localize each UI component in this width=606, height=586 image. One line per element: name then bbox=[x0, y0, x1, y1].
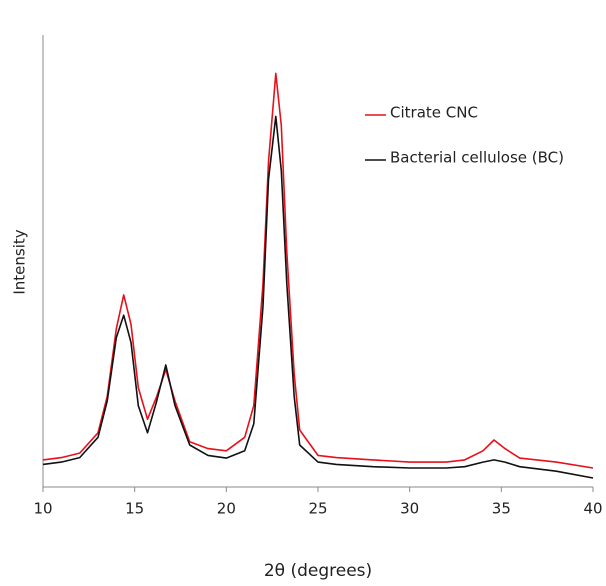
legend-label: Citrate CNC bbox=[390, 104, 478, 122]
x-tick-label: 35 bbox=[492, 500, 511, 518]
x-tick-label: 25 bbox=[308, 500, 327, 518]
series-line bbox=[42, 115, 594, 479]
x-tick-label: 40 bbox=[583, 500, 602, 518]
legend-label: Bacterial cellulose (BC) bbox=[390, 149, 564, 167]
series-line bbox=[42, 72, 594, 469]
x-tick-label: 15 bbox=[125, 500, 144, 518]
x-tick-label: 30 bbox=[400, 500, 419, 518]
x-axis-label: 2θ (degrees) bbox=[264, 561, 372, 581]
x-tick-label: 10 bbox=[33, 500, 52, 518]
x-tick-label: 20 bbox=[217, 500, 236, 518]
y-axis-label: Intensity bbox=[11, 229, 29, 294]
